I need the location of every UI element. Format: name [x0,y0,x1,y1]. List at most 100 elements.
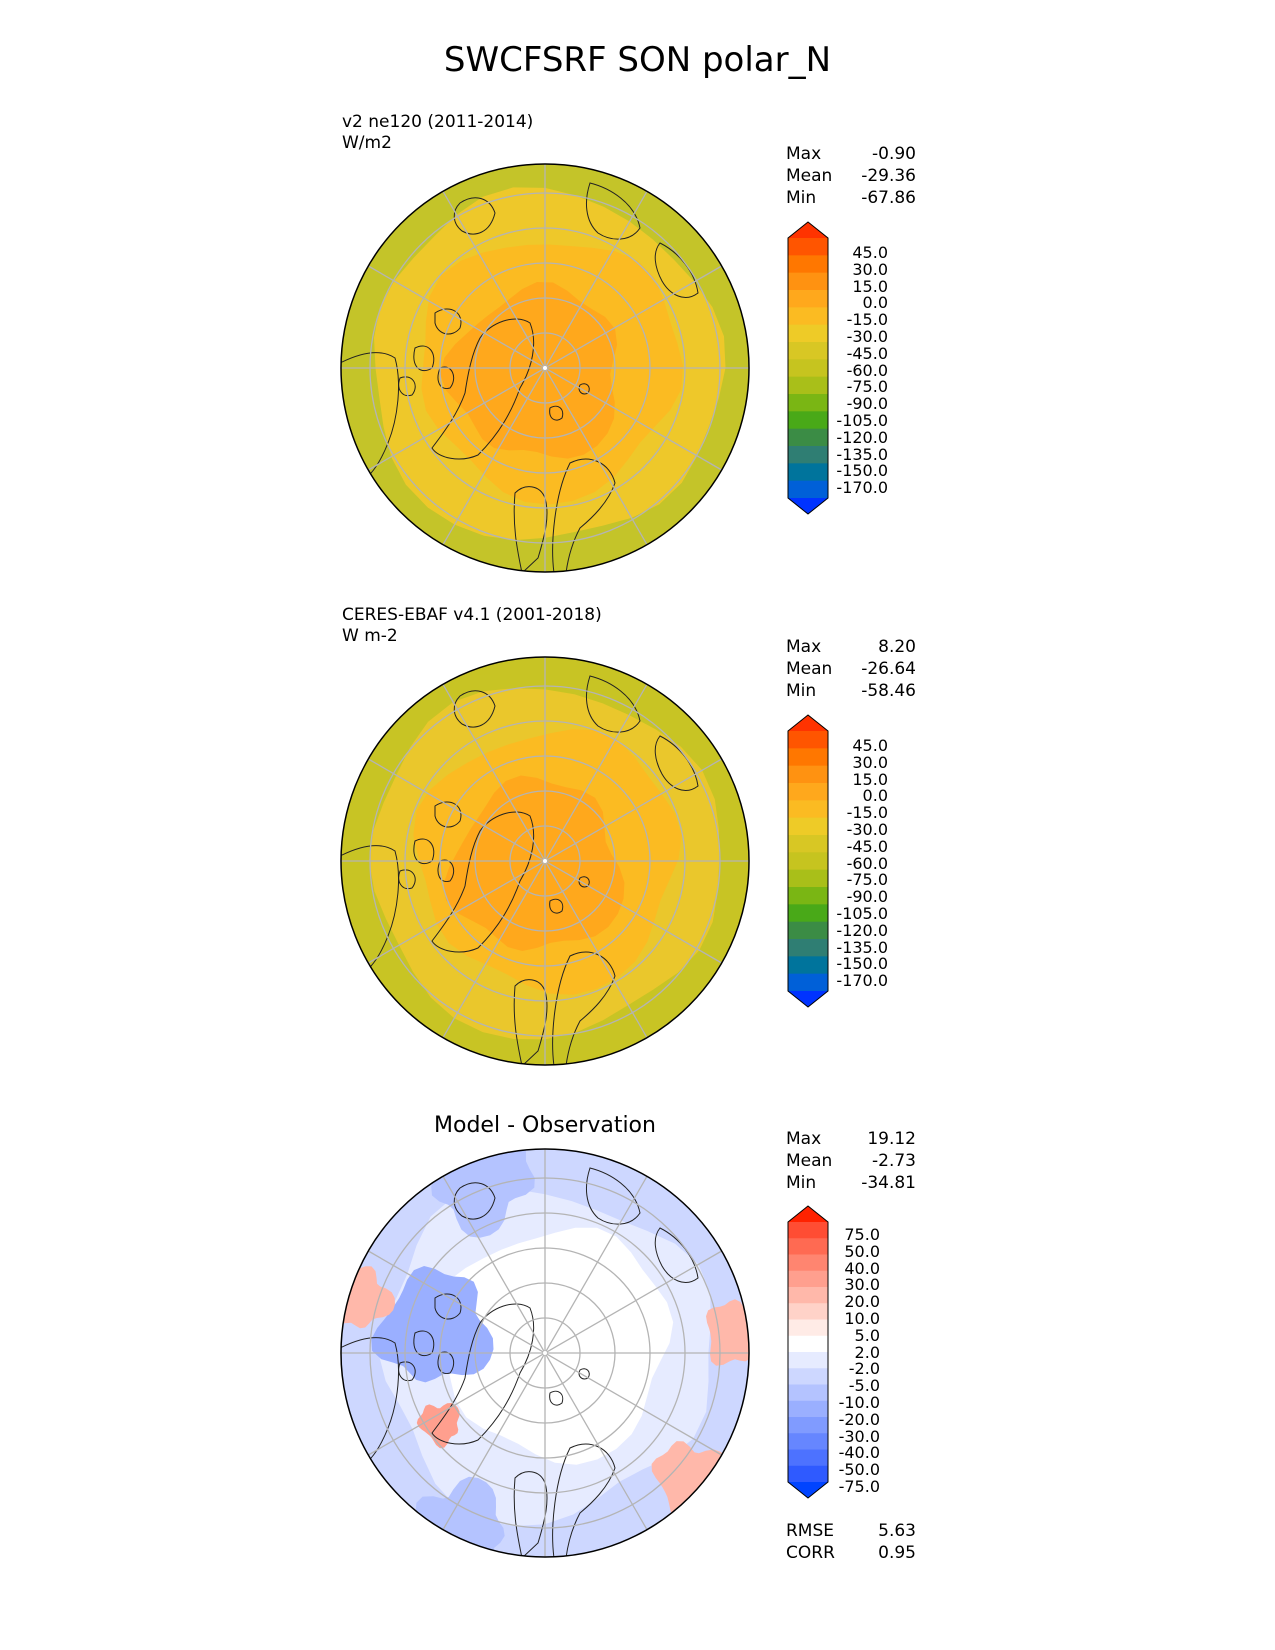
north-pole-marker [543,366,547,370]
panel1-units: W/m2 [342,133,392,153]
colorbar-segment [788,480,828,499]
panel1-colorbar [787,221,829,515]
colorbar-segment [788,428,828,447]
colorbar-tick-label: -135.0 [836,937,888,957]
colorbar-segment [788,1449,828,1467]
stat-max-value: 19.12 [867,1129,916,1149]
colorbar-min-extension [788,498,828,514]
diff-colorbar-ticks: 75.0 50.0 40.0 30.0 20.0 10.0 5.0 2.0 -2.0 -5.0 -1… [820,1227,880,1496]
colorbar-tick-label: -60.0 [846,360,888,380]
colorbar-segment [788,1368,828,1385]
map-boundary [340,656,750,1066]
colorbar-tick-label: 30.0 [852,752,888,772]
colorbar-tick-label: 75.0 [844,1225,880,1244]
coastline [431,1303,535,1445]
stat-min-value: -67.86 [861,188,916,208]
colorbar-segment [788,731,828,749]
corr-label: CORR [786,1543,835,1563]
colorbar-segment [788,904,828,923]
coastline [513,979,548,1065]
colorbar-tick-label: -135.0 [836,444,888,464]
colorbar-segment [788,463,828,482]
colorbar-min-extension [788,991,828,1007]
colorbar-tick-label: -120.0 [836,920,888,940]
colorbar-tick-label: -60.0 [846,853,888,873]
colorbar-segment [788,765,828,784]
panel1-stats: Max -0.90 Mean -29.36 Min -67.86 [786,143,916,209]
coastline [513,486,548,572]
colorbar-tick-label: -30.0 [846,326,888,346]
colorbar-segment [788,1417,828,1434]
colorbar-outline [787,221,829,515]
colorbar-tick-label: -75.0 [846,377,888,397]
map-boundary [340,1148,750,1558]
colorbar-segment [788,376,828,395]
stat-mean-label: Mean [786,166,833,186]
colorbar-segment [788,342,828,360]
panel1-label: v2 ne120 (2011-2014) W/m2 [342,112,533,154]
panel2-label: CERES-EBAF v4.1 (2001-2018) W m-2 [342,605,602,647]
colorbar-tick-label: 15.0 [852,276,888,296]
colorbar-segment [788,272,828,291]
coastline [513,1471,548,1557]
coastline [453,197,496,235]
colorbar-tick-label: -150.0 [836,954,888,974]
colorbar-tick-label: -45.0 [846,343,888,363]
diff-polar-map [340,1148,750,1558]
figure-title: SWCFSRF SON polar_N [443,40,832,80]
colorbar-tick-label: -5.0 [848,1376,880,1396]
colorbar-segment [788,1287,828,1304]
colorbar-segment [788,869,828,888]
colorbar-segment [788,255,828,274]
panel2-colorbar [787,714,829,1008]
colorbar-tick-label: 40.0 [844,1258,880,1278]
stat-max-label: Max [786,637,822,657]
coastline [552,458,616,572]
colorbar-tick-label: -2.0 [848,1359,880,1379]
colorbar-segment [788,324,828,343]
panel2-colorbar-ticks: 45.0 30.0 15.0 0.0 -15.0 -30.0 -45.0 -60.0 -75.0… [820,737,888,991]
colorbar-segment [788,1303,828,1320]
stat-mean-value: -29.36 [861,166,916,186]
colorbar-tick-label: -10.0 [838,1392,880,1412]
colorbar-outline [787,714,829,1008]
colorbar-segment [788,238,828,256]
stat-max-label: Max [786,1129,822,1149]
coastline [453,690,496,728]
north-pole-marker [543,1351,547,1355]
colorbar-tick-label: -105.0 [836,903,888,923]
diff-positive-patch [706,1299,749,1366]
colorbar-tick-label: -15.0 [846,310,888,330]
colorbar-segment [788,290,828,308]
colorbar-tick-label: -150.0 [836,461,888,481]
stat-max-label: Max [786,144,822,164]
colorbar-segment [788,887,828,905]
colorbar-tick-label: -170.0 [836,478,888,498]
colorbar-segment [788,835,828,853]
coastline [431,811,535,953]
colorbar-tick-label: 15.0 [852,769,888,789]
stat-mean-label: Mean [786,659,833,679]
stat-min-value: -34.81 [861,1173,916,1193]
colorbar-segment [788,1352,828,1369]
colorbar-segment [788,939,828,957]
colorbar-tick-label: -105.0 [836,410,888,430]
coastline [431,318,535,460]
colorbar-tick-label: 20.0 [844,1292,880,1312]
colorbar-segment [788,817,828,836]
colorbar-tick-label: -170.0 [836,971,888,991]
colorbar-max-extension [788,1206,828,1222]
panel3-stats: Max 19.12 Mean -2.73 Min -34.81 [786,1128,916,1194]
colorbar-segment [788,1254,828,1272]
coastline [552,1443,616,1557]
colorbar-segment [788,394,828,412]
colorbar-tick-label: -75.0 [846,870,888,890]
colorbar-tick-label: -15.0 [846,803,888,823]
colorbar-segment [788,852,828,871]
panel2-obs-name: CERES-EBAF v4.1 (2001-2018) [342,605,602,625]
corr-value: 0.95 [878,1543,916,1563]
colorbar-segment [788,1222,828,1239]
colorbar-segment [788,1400,828,1418]
colorbar-tick-label: -90.0 [846,394,888,414]
colorbar-segment [788,307,828,326]
